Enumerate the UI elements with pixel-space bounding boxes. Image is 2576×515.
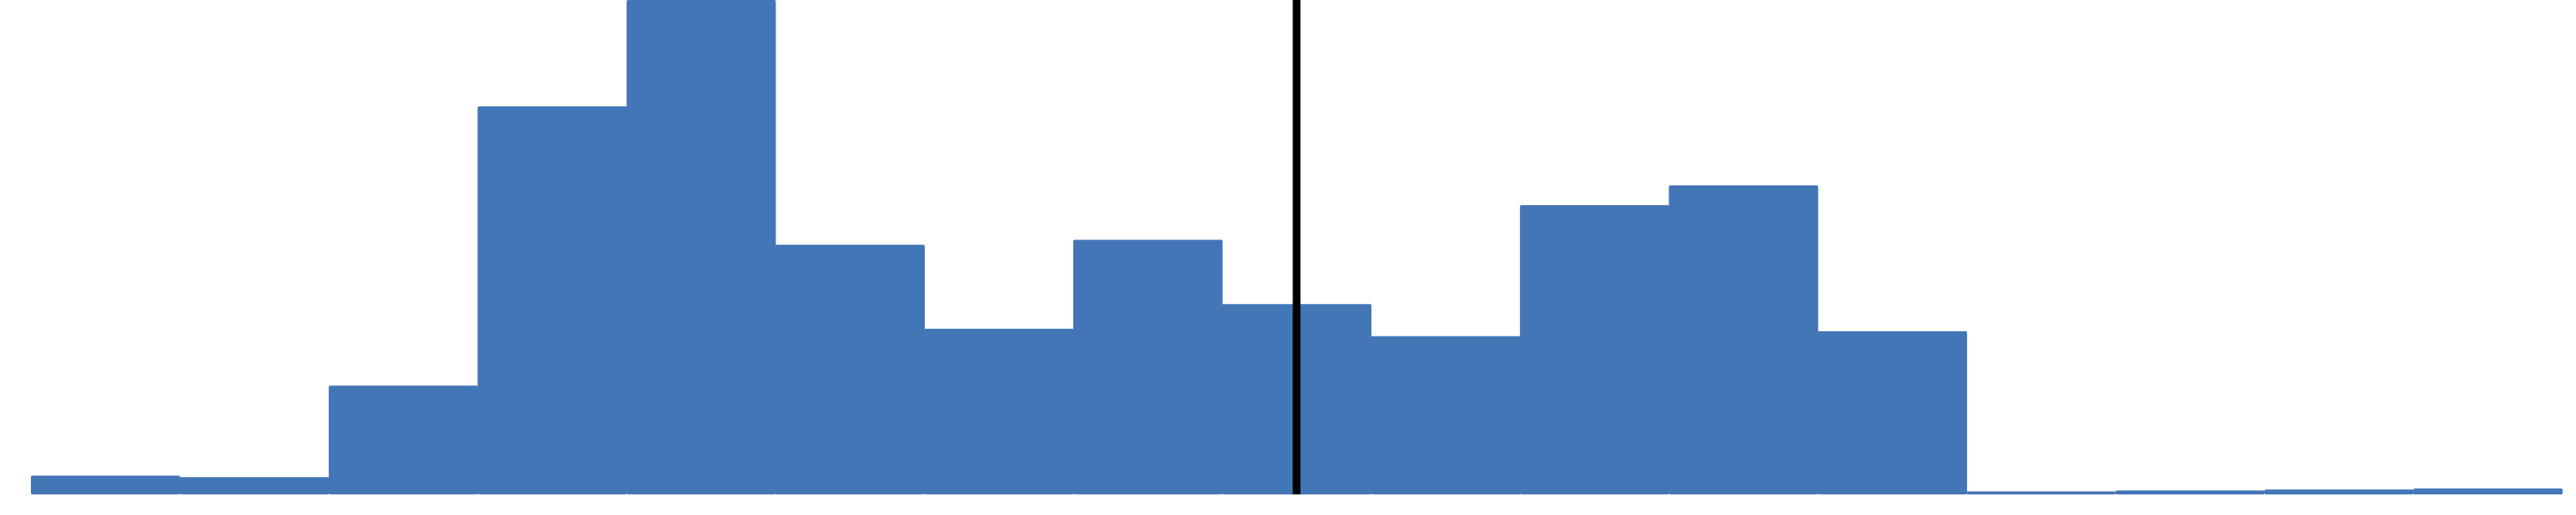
histogram-bar [179,476,330,494]
histogram-bar [775,245,925,494]
histogram-bar [1072,239,1223,494]
histogram-bar [2264,489,2415,494]
histogram-bar [1668,185,1819,494]
histogram-bar [1370,336,1521,494]
histogram-bar [2413,488,2563,494]
histogram-bar [31,476,180,494]
histogram-bar [626,0,776,494]
histogram-bar [2115,490,2265,494]
histogram-bar [1966,491,2117,494]
histogram-bar [1817,330,1967,494]
histogram-bar [477,106,628,494]
histogram-bar [924,329,1074,494]
histogram-bar [328,385,478,494]
histogram-bar [1520,205,1670,495]
